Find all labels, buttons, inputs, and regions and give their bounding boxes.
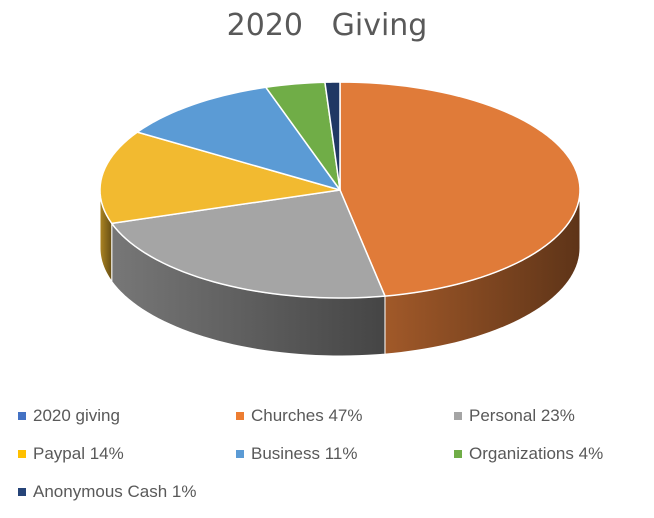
pie-slice-personal [111,189,386,299]
legend-swatch [18,488,26,496]
legend-swatch [454,412,462,420]
chart-title: 2020 Giving [226,8,428,43]
legend-swatch [236,412,244,420]
pie-slice-business [136,86,341,191]
legend-item-2020-giving: 2020 giving [18,404,236,428]
legend-item-churches-47: Churches 47% [236,404,454,428]
pie-slice-paypal [99,131,341,225]
legend-item-business-11: Business 11% [236,442,454,466]
legend-item-anonymous-cash-1: Anonymous Cash 1% [18,480,236,504]
legend-item-personal-23: Personal 23% [454,404,654,428]
pie-slice-anonymous-cash [324,81,341,191]
legend-label: Paypal 14% [33,444,124,463]
legend-label: Business 11% [251,444,358,463]
legend-item-organizations-4: Organizations 4% [454,442,654,466]
pie-slice-churches [339,81,581,297]
legend-label: Organizations 4% [469,444,604,463]
legend-swatch [236,450,244,458]
legend-swatch [18,412,26,420]
legend-label: Churches 47% [251,406,363,425]
legend-label: Anonymous Cash 1% [33,482,197,501]
legend-swatch [18,450,26,458]
pie-top [99,81,581,299]
pie-chart [99,81,581,357]
chart-legend: 2020 giving Churches 47% Personal 23% Paypa… [18,404,648,504]
pie-slice-organizations [265,81,341,191]
legend-swatch [454,450,462,458]
legend-label: Personal 23% [469,406,575,425]
legend-item-paypal-14: Paypal 14% [18,442,236,466]
legend-label: 2020 giving [33,406,120,425]
